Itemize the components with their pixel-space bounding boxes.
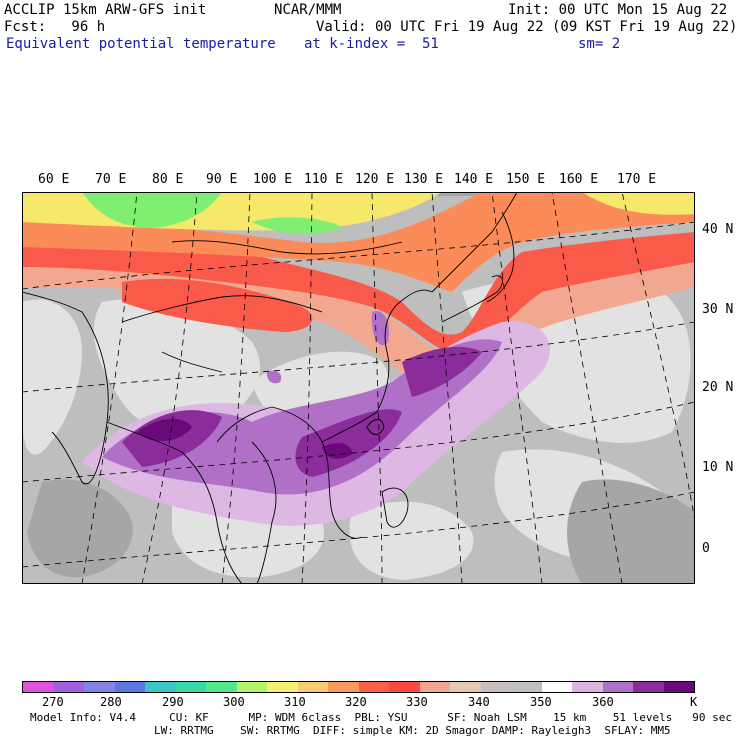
colorbar — [22, 681, 695, 693]
theta-e-map — [22, 192, 695, 584]
high-theta-e-region-tibet — [122, 278, 313, 332]
graticule — [22, 192, 695, 584]
center-label: NCAR/MMM — [274, 2, 342, 18]
colorbar-swatch-1 — [53, 682, 84, 692]
lon-label: 60 E — [38, 172, 70, 187]
colorbar-swatch-0 — [23, 682, 54, 692]
colorbar-tick: 360 — [592, 695, 614, 709]
lon-label: 140 E — [454, 172, 494, 187]
coastlines — [22, 192, 518, 584]
smoothing-label: sm= 2 — [578, 36, 621, 52]
lon-label: 170 E — [617, 172, 657, 187]
colorbar-swatch-20 — [633, 682, 664, 692]
colorbar-swatch-21 — [663, 682, 694, 692]
model-info-line1: Model Info: V4.4 CU: KF MP: WDM 6class P… — [30, 711, 732, 724]
colorbar-tick: 350 — [530, 695, 552, 709]
field-name: Equivalent potential temperature — [6, 36, 276, 52]
lon-label: 70 E — [95, 172, 127, 187]
colorbar-swatch-17 — [541, 682, 572, 692]
lon-label: 160 E — [559, 172, 599, 187]
forecast-hour: Fcst: 96 h — [4, 19, 106, 35]
lat-label: 20 N — [702, 380, 734, 395]
colorbar-tick: 280 — [100, 695, 122, 709]
colorbar-tick: 310 — [284, 695, 306, 709]
lat-label: 10 N — [702, 460, 734, 475]
colorbar-tick: 330 — [406, 695, 428, 709]
colorbar-swatch-14 — [450, 682, 481, 692]
colorbar-swatch-10 — [328, 682, 359, 692]
colorbar-swatch-11 — [358, 682, 389, 692]
lon-label: 110 E — [304, 172, 344, 187]
lon-label: 130 E — [404, 172, 444, 187]
colorbar-tick: 340 — [468, 695, 490, 709]
lat-label: 40 N — [702, 222, 734, 237]
lon-label: 120 E — [355, 172, 395, 187]
colorbar-swatch-19 — [602, 682, 633, 692]
lat-label: 30 N — [702, 302, 734, 317]
high-theta-e-band — [22, 192, 695, 392]
colorbar-swatch-2 — [84, 682, 115, 692]
colorbar-tick: 290 — [162, 695, 184, 709]
colorbar-tick: 320 — [345, 695, 367, 709]
lon-label: 80 E — [152, 172, 184, 187]
colorbar-swatch-4 — [145, 682, 176, 692]
colorbar-swatch-18 — [572, 682, 603, 692]
colorbar-swatch-5 — [175, 682, 206, 692]
colorbar-swatch-6 — [206, 682, 237, 692]
colorbar-swatch-3 — [114, 682, 145, 692]
init-time: Init: 00 UTC Mon 15 Aug 22 — [508, 2, 728, 18]
colorbar-swatch-16 — [511, 682, 542, 692]
lon-label: 150 E — [506, 172, 546, 187]
colorbar-tick: 270 — [42, 695, 64, 709]
colorbar-units: K — [690, 695, 698, 709]
colorbar-swatch-9 — [297, 682, 328, 692]
lat-label: 0 — [702, 541, 710, 556]
colorbar-swatch-15 — [480, 682, 511, 692]
level-label: at k-index = 51 — [304, 36, 439, 52]
colorbar-swatch-7 — [236, 682, 267, 692]
colorbar-swatch-8 — [267, 682, 298, 692]
valid-time: Valid: 00 UTC Fri 19 Aug 22 (09 KST Fri … — [316, 19, 738, 35]
lon-label: 90 E — [206, 172, 238, 187]
colorbar-swatch-13 — [419, 682, 450, 692]
lon-label: 100 E — [253, 172, 293, 187]
model-title: ACCLIP 15km ARW-GFS init — [4, 2, 207, 18]
model-info-line2: LW: RRTMG SW: RRTMG DIFF: simple KM: 2D … — [154, 724, 671, 737]
colorbar-swatch-12 — [389, 682, 420, 692]
colorbar-tick: 300 — [223, 695, 245, 709]
